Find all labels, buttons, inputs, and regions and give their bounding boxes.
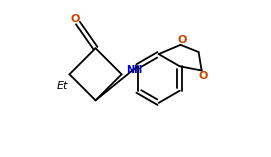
Text: O: O [177, 35, 186, 45]
Text: NH: NH [126, 65, 142, 75]
Text: Et: Et [56, 81, 67, 91]
Text: O: O [198, 70, 208, 81]
Text: O: O [70, 14, 80, 24]
